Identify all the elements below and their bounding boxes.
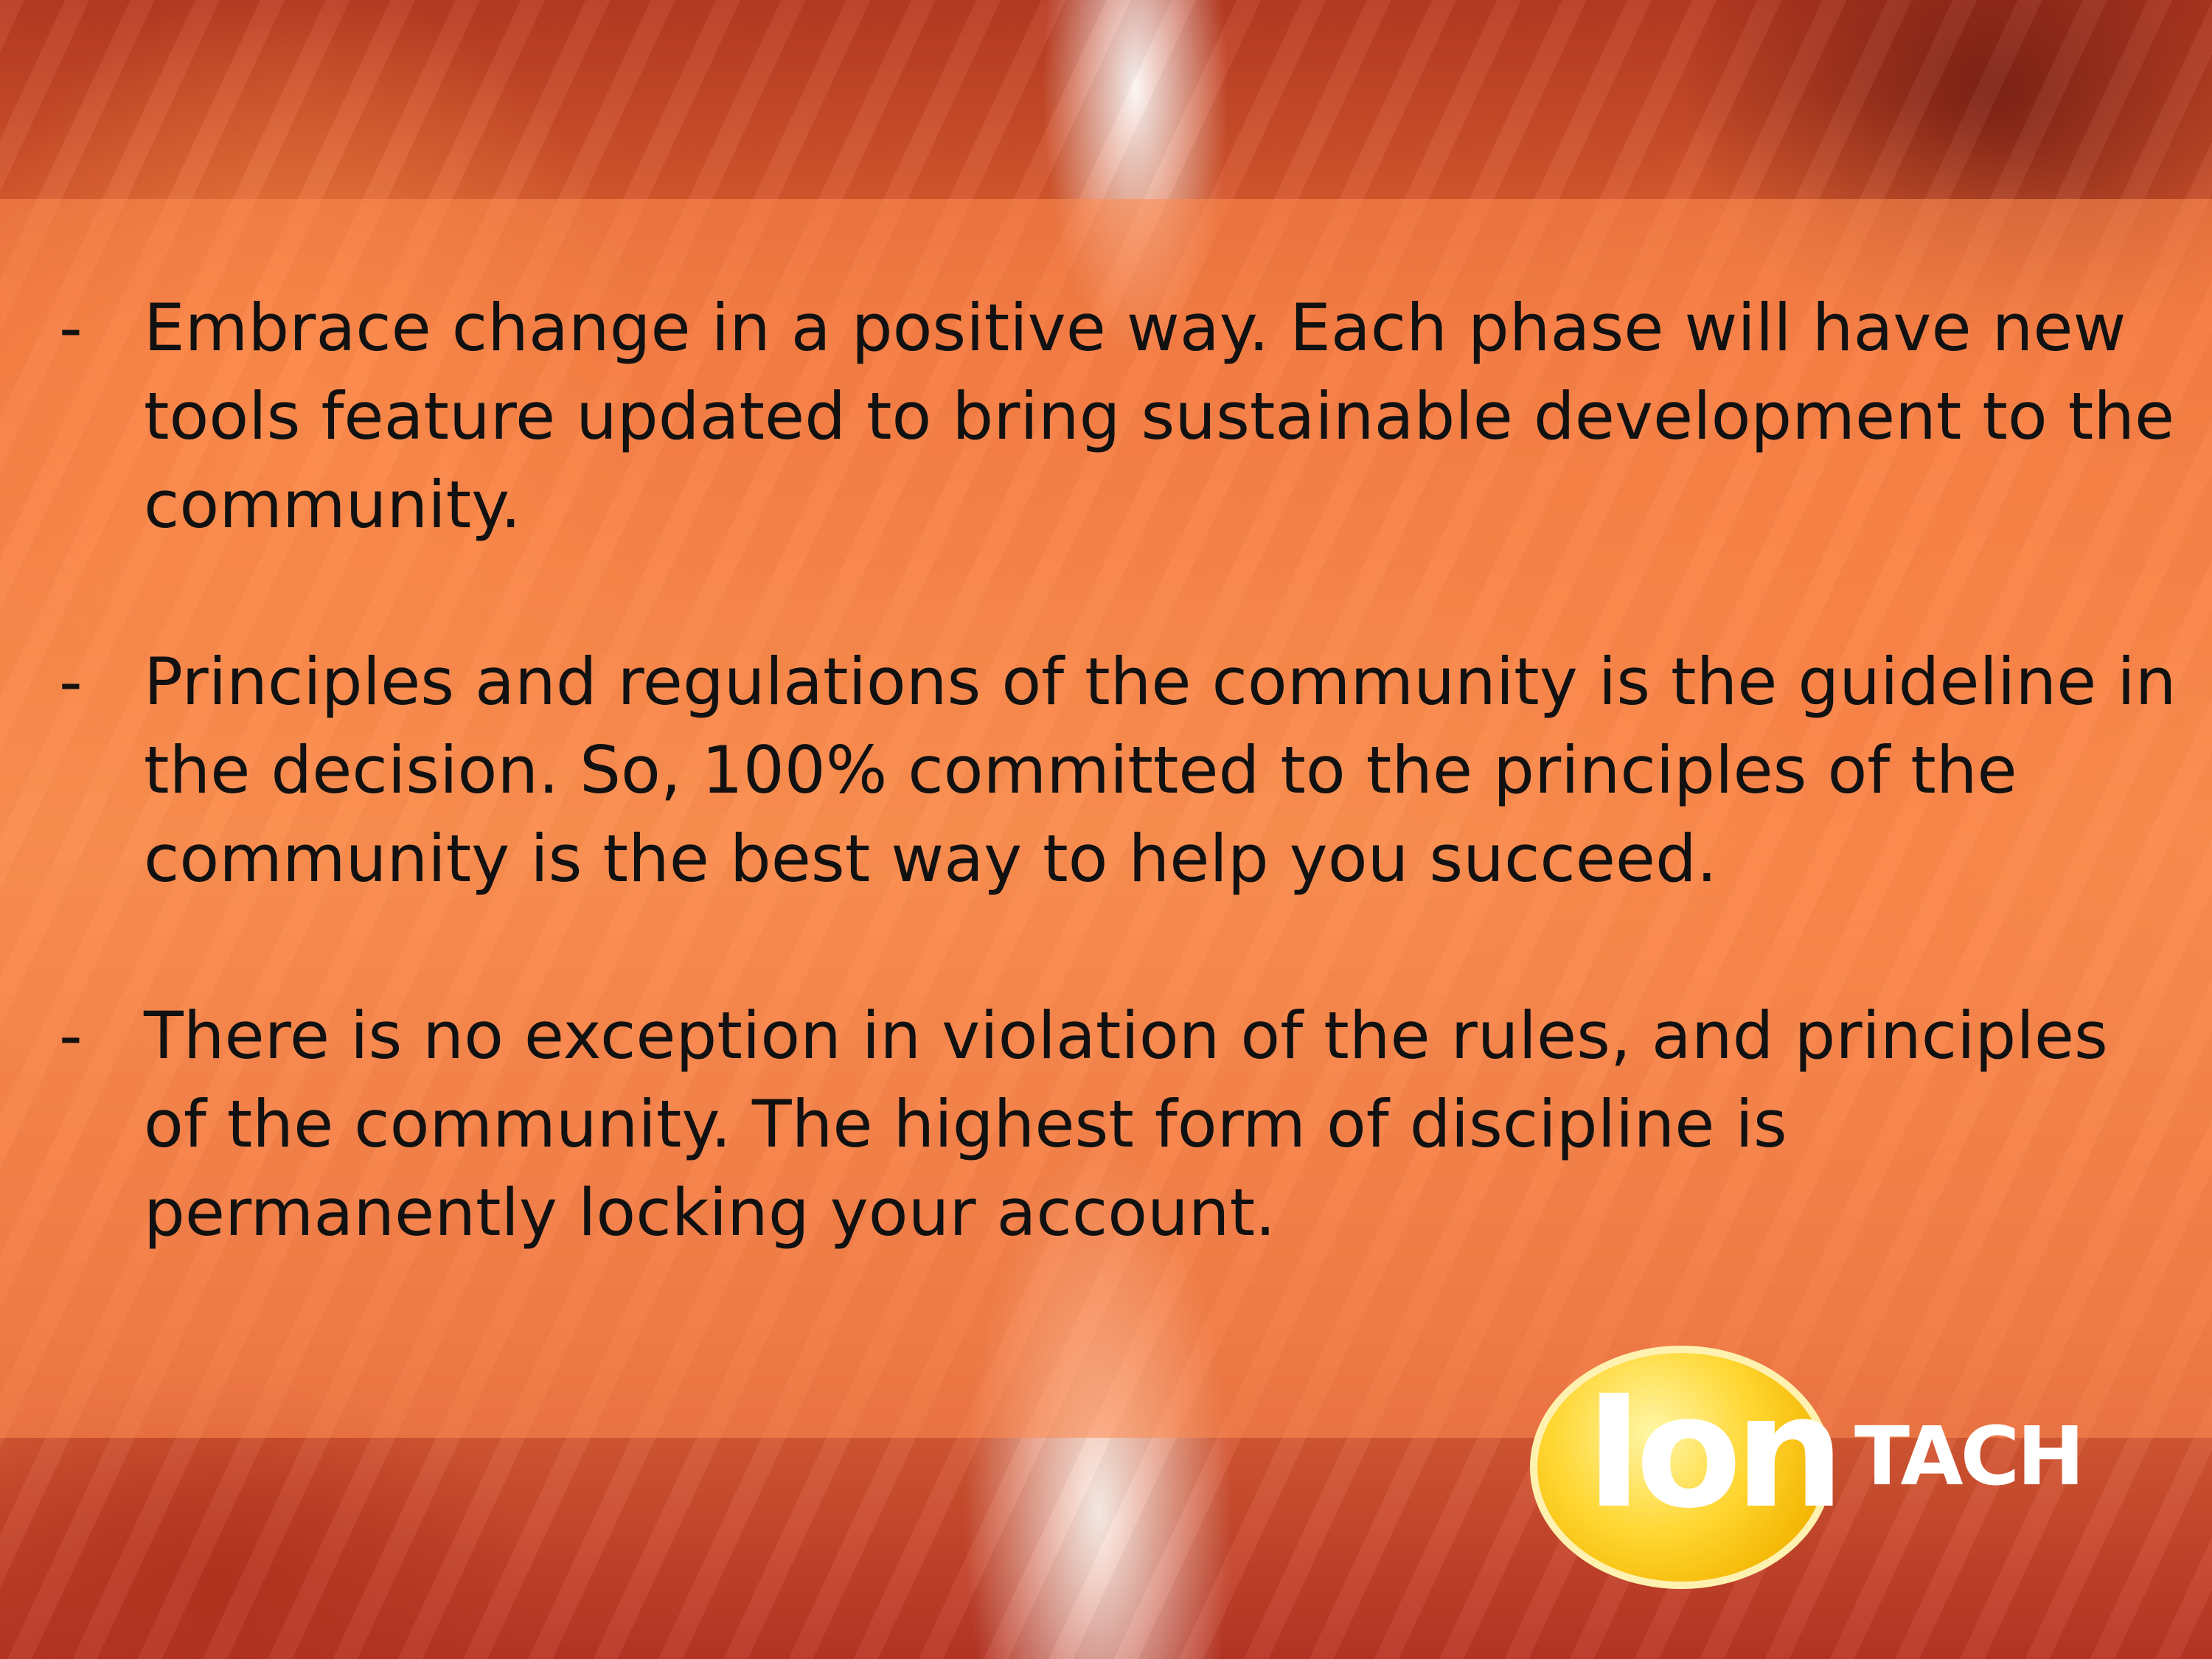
logo-text-tach: TACH <box>1854 1409 2084 1503</box>
bullet-text: There is no exception in violation of th… <box>144 998 2108 1251</box>
iontach-logo: Ion TACH <box>1530 1346 2120 1589</box>
bullet-text: Principles and regulations of the commun… <box>144 644 2177 897</box>
logo-text-ion: Ion <box>1585 1362 1845 1543</box>
sun-icon <box>1530 1346 1832 1589</box>
bullet-item: - Principles and regulations of the comm… <box>59 638 2183 903</box>
bullet-marker: - <box>59 290 83 366</box>
bullet-text: Embrace change in a positive way. Each p… <box>144 290 2175 543</box>
bullet-list: - Embrace change in a positive way. Each… <box>59 284 2183 1346</box>
bullet-item: - There is no exception in violation of … <box>59 992 2183 1257</box>
bullet-marker: - <box>59 998 83 1074</box>
translucent-content-band <box>0 199 2212 1438</box>
bullet-marker: - <box>59 644 83 720</box>
bullet-item: - Embrace change in a positive way. Each… <box>59 284 2183 549</box>
